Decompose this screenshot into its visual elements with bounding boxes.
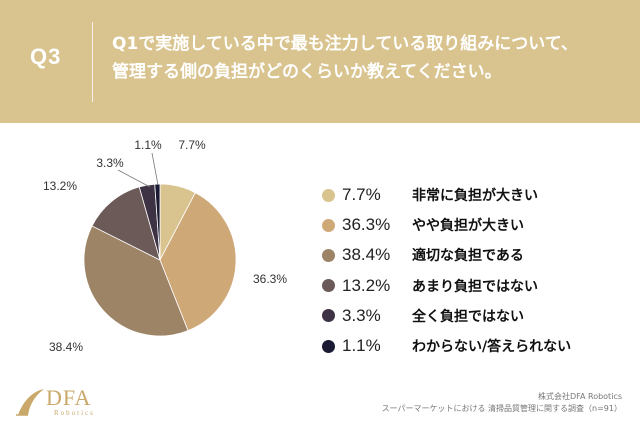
pie-label-1: 7.7%: [178, 138, 206, 152]
legend-dot-icon: [322, 339, 335, 353]
legend-item: 38.4% 適切な負担である: [322, 240, 632, 270]
chart-panel: 7.7% 36.3% 38.4% 13.2% 3.3% 1.1% 7.7% 非常に負担が大き…: [0, 123, 640, 427]
legend-category: 非常に負担が大きい: [412, 188, 538, 205]
legend-category: わからない/答えられない: [412, 339, 572, 356]
question-text: Q1で実施している中で最も注力している取り組みについて、 管理する側の負担がどの…: [112, 30, 622, 86]
question-line-2: 管理する側の負担がどのくらいか教えてください。: [112, 62, 502, 82]
legend-item: 1.1% わからない/答えられない: [322, 331, 632, 361]
legend-item: 7.7% 非常に負担が大きい: [322, 180, 632, 210]
logo-subtitle: Robotics: [54, 409, 95, 417]
legend-percent: 36.3%: [342, 215, 391, 235]
legend-dot-icon: [322, 279, 335, 293]
legend-dot-icon: [322, 188, 335, 202]
company-logo: DFA Robotics: [14, 385, 134, 421]
header-divider: [92, 22, 93, 102]
legend-item: 13.2% あまり負担ではない: [322, 271, 632, 301]
pie-label-6: 1.1%: [134, 138, 162, 152]
legend-item: 36.3% やや負担が大きい: [322, 210, 632, 240]
question-line-1: Q1で実施している中で最も注力している取り組みについて、: [112, 34, 578, 54]
pie-slice-6: [154, 183, 161, 261]
pie-slice-2: [159, 192, 237, 332]
legend-percent: 7.7%: [342, 185, 381, 205]
pie-slice-4: [91, 186, 161, 261]
legend-percent: 3.3%: [342, 305, 381, 325]
footer-survey: スーパーマーケットにおける 清掃品質管理に関する調査（n=91）: [381, 404, 622, 413]
legend-item: 3.3% 全く負担ではない: [322, 301, 632, 331]
legend: 7.7% 非常に負担が大きい 36.3% やや負担が大きい 38.4% 適切な負担である 1…: [322, 180, 632, 361]
legend-dot-icon: [322, 248, 335, 262]
header: Q3 Q1で実施している中で最も注力している取り組みについて、 管理する側の負担…: [0, 0, 640, 120]
legend-percent: 13.2%: [342, 275, 391, 295]
legend-category: あまり負担ではない: [412, 278, 538, 295]
legend-percent: 38.4%: [342, 245, 391, 265]
legend-percent: 1.1%: [342, 336, 381, 356]
footer-company: 株式会社DFA Robotics: [537, 392, 622, 401]
pie-label-5: 3.3%: [96, 156, 124, 170]
leader-line-2: [117, 169, 151, 188]
footer: 株式会社DFA Robotics スーパーマーケットにおける 清掃品質管理に関す…: [382, 391, 622, 415]
legend-category: 適切な負担である: [412, 248, 524, 265]
legend-dot-icon: [322, 309, 335, 323]
legend-category: やや負担が大きい: [412, 218, 524, 235]
pie-label-2: 36.3%: [253, 272, 287, 286]
pie-slice-3: [83, 225, 189, 337]
logo-name: DFA: [46, 385, 92, 410]
legend-category: 全く負担ではない: [412, 308, 524, 325]
leader-line-1: [151, 152, 159, 186]
pie-label-3: 38.4%: [49, 340, 83, 354]
question-number: Q3: [30, 44, 62, 69]
pie-label-4: 13.2%: [43, 179, 77, 193]
legend-dot-icon: [322, 218, 335, 232]
pie-chart: 7.7% 36.3% 38.4% 13.2% 3.3% 1.1%: [43, 138, 287, 354]
logo-swoosh-icon: [16, 389, 44, 416]
